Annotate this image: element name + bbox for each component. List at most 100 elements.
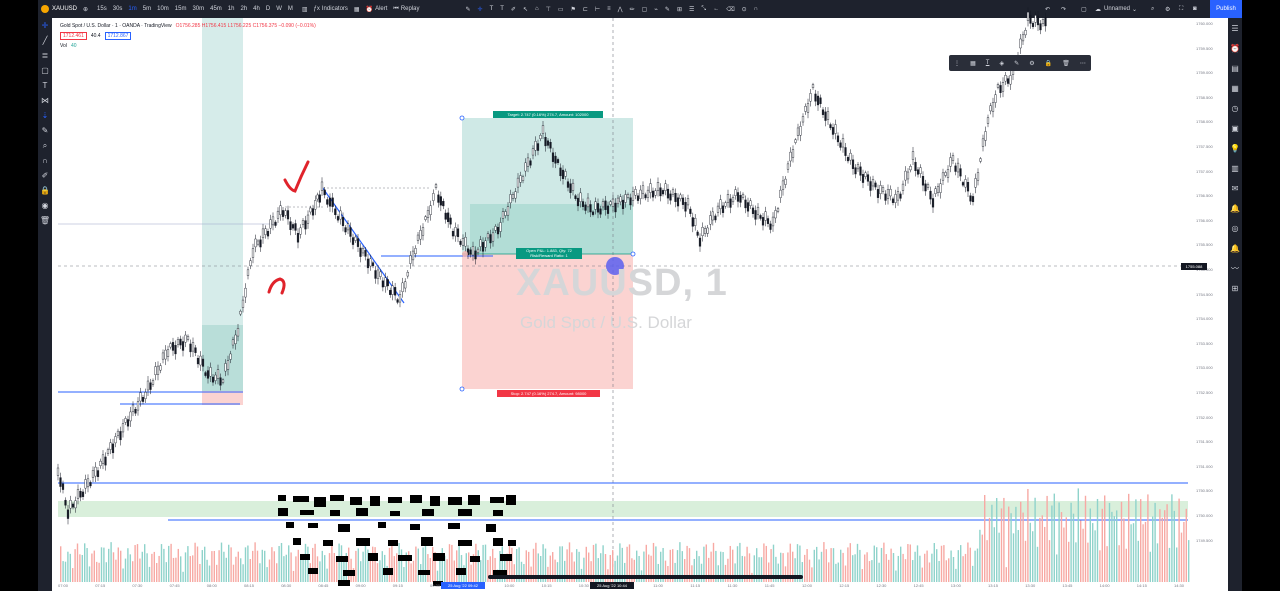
text-tool-icon[interactable]: T (42, 81, 48, 90)
timeframe-m[interactable]: M (287, 6, 293, 12)
fullscreen-button[interactable]: ⛶ (1176, 0, 1186, 18)
layout-name[interactable]: ☁ Unnamed ⌄ (1092, 0, 1140, 18)
fill-color-icon[interactable]: ◈ (999, 60, 1005, 67)
note-icon[interactable]: ▭ (557, 6, 564, 13)
target-icon[interactable]: ⊙ (741, 6, 747, 13)
timeframe-15m[interactable]: 15m (174, 6, 187, 12)
timeframe-10m[interactable]: 10m (157, 6, 169, 12)
snapshot-button[interactable]: ◙ (1190, 0, 1200, 18)
settings-button[interactable]: ⚙ (1162, 0, 1173, 18)
bid-price[interactable]: 1712.461 (60, 32, 87, 40)
streams-icon[interactable]: ◎ (1231, 223, 1239, 233)
flag-icon[interactable]: ⚑ (570, 6, 576, 13)
undo-button[interactable]: ↶ (1042, 0, 1053, 18)
calendar-icon[interactable]: ◷ (1231, 103, 1239, 113)
frame-icon[interactable]: ⊏ (582, 6, 588, 13)
timeframe-2h[interactable]: 2h (240, 6, 248, 12)
templates-button[interactable]: ▦ (351, 0, 363, 18)
zoom-tool-icon[interactable]: ⌕ (42, 140, 48, 150)
replay-button[interactable]: ⏮ Replay (390, 0, 422, 18)
legend-title[interactable]: Gold Spot / U.S. Dollar · 1 · OANDA · Tr… (60, 23, 172, 29)
text-outline-icon[interactable]: T (500, 6, 504, 12)
time-scrollbar[interactable] (488, 575, 803, 579)
alerts-icon[interactable]: ⏰ (1230, 43, 1240, 53)
settings-icon[interactable]: ⚙ (1029, 60, 1035, 67)
chart-type-button[interactable]: ▥ (299, 0, 311, 18)
price-chart[interactable] (38, 0, 1242, 591)
list-icon[interactable]: ☰ (688, 6, 695, 13)
arrow-left-icon[interactable]: ← (713, 6, 720, 12)
delete-icon[interactable]: 🗑 (1062, 60, 1070, 67)
chat-icon[interactable]: ✉ (1231, 183, 1239, 193)
indicators-button[interactable]: ƒx Indicators (311, 0, 351, 18)
stay-drawing-icon[interactable]: ✐ (41, 171, 49, 180)
publish-button[interactable]: Publish (1210, 0, 1242, 18)
measure-icon[interactable]: ⊞ (676, 6, 682, 13)
alert-button[interactable]: ⏰ Alert (363, 0, 391, 18)
add-symbol-button[interactable]: ⊕ (83, 6, 89, 13)
timeframe-1h[interactable]: 1h (227, 6, 235, 12)
quick-search-button[interactable]: ⌕ (1148, 0, 1157, 18)
forecast-tool-icon[interactable]: ⇣ (41, 111, 49, 120)
crosshair-tool-icon[interactable]: ✛ (41, 21, 49, 30)
hotlist-icon[interactable]: ▦ (1231, 83, 1239, 93)
order-panel-icon[interactable]: ⊞ (1231, 283, 1239, 293)
pattern-icon[interactable]: ⋀ (617, 6, 623, 13)
text-icon[interactable]: T (489, 6, 494, 12)
fib-tool-icon[interactable]: ≣ (41, 51, 49, 60)
trash-icon[interactable]: 🗑 (39, 216, 51, 225)
data-window-icon[interactable]: ▤ (1231, 63, 1239, 73)
ideas-icon[interactable]: 💡 (1230, 143, 1240, 153)
magnet-tool-icon[interactable]: ∩ (42, 156, 48, 165)
line-color-icon[interactable]: ✎ (1014, 60, 1020, 67)
template-icon[interactable]: ▦ (970, 60, 976, 67)
timeframe-15s[interactable]: 15s (97, 6, 107, 12)
magnet-icon[interactable]: ∩ (753, 6, 759, 12)
notifications-icon[interactable]: 🔔 (1230, 203, 1240, 213)
drag-handle-icon[interactable]: ⋮ (954, 60, 961, 67)
callout-icon[interactable]: ⌂ (534, 6, 539, 12)
redo-button[interactable]: ↷ (1058, 0, 1069, 18)
zoom-icon[interactable]: ⤡ (701, 5, 707, 12)
shape-tool-icon[interactable]: ▢ (41, 66, 49, 75)
price-range-icon[interactable]: ⊢ (594, 6, 601, 13)
timeframe-5m[interactable]: 5m (142, 6, 152, 12)
news-icon[interactable]: ▣ (1231, 123, 1239, 133)
pattern-tool-icon[interactable]: ⋈ (41, 96, 49, 105)
fib-icon[interactable]: ≡ (607, 6, 611, 12)
timeframe-w[interactable]: W (276, 6, 282, 12)
trend-line-icon[interactable]: ╱ (42, 36, 48, 45)
pulse-icon[interactable]: 〰 (1231, 263, 1239, 273)
layout-button[interactable]: ▢ (1078, 0, 1090, 18)
cursor-icon[interactable]: ↖ (522, 6, 528, 13)
pencil-icon[interactable]: ✏ (629, 6, 635, 13)
timeframe-1m[interactable]: 1m (128, 6, 137, 12)
pin-icon[interactable]: ⊤ (545, 6, 551, 13)
timeframe-30m[interactable]: 30m (192, 6, 205, 12)
bell-icon[interactable]: 🔔 (1230, 243, 1240, 253)
ask-price[interactable]: 1712.867 (104, 32, 132, 40)
volume-bar (525, 550, 527, 582)
timeframe-45m[interactable]: 45m (210, 6, 222, 12)
watchlist-icon[interactable]: ☰ (1231, 23, 1239, 33)
brush-tool-icon[interactable]: ✎ (41, 126, 49, 135)
eye-icon[interactable]: ◉ (41, 201, 49, 210)
brush-icon[interactable]: ✎ (465, 6, 471, 13)
pen-icon[interactable]: ✐ (510, 6, 516, 13)
timeframe-d[interactable]: D (265, 6, 271, 12)
eraser-icon[interactable]: ⌫ (726, 6, 735, 13)
timeframe-4h[interactable]: 4h (253, 6, 260, 12)
timeframe-30s[interactable]: 30s (112, 6, 123, 12)
price-axis[interactable]: 1760.000 1759.500 1759.000 1758.500 1758.000… (1188, 18, 1222, 591)
more-icon[interactable]: ⋯ (1079, 60, 1086, 67)
text-color-icon[interactable]: T (985, 60, 990, 66)
lock-icon[interactable]: 🔒 (40, 186, 50, 195)
brush2-icon[interactable]: ✎ (664, 6, 670, 13)
symbol-search[interactable]: XAUUSD (38, 0, 80, 18)
lock-drawing-icon[interactable]: 🔒 (1044, 60, 1053, 67)
rectangle-icon[interactable]: ▢ (641, 6, 648, 13)
path-icon[interactable]: ⌁ (654, 6, 658, 13)
screener-icon[interactable]: ▥ (1231, 163, 1239, 173)
crosshair-icon[interactable]: ✛ (477, 6, 483, 13)
volume-bar (986, 540, 988, 582)
